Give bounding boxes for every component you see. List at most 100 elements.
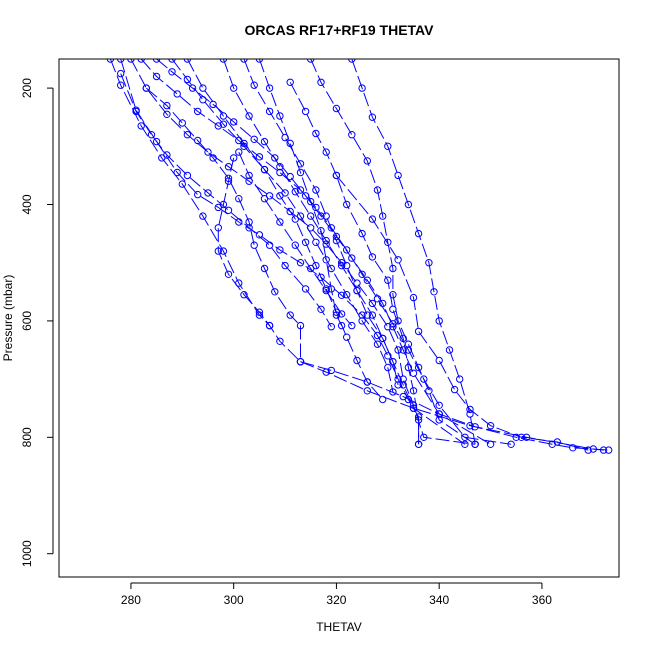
data-point	[296, 168, 305, 177]
data-point	[399, 381, 407, 389]
sounding-line	[310, 59, 476, 445]
data-point	[399, 334, 407, 343]
data-point	[265, 107, 274, 116]
data-point	[194, 190, 202, 199]
data-point	[409, 293, 418, 302]
data-point	[240, 142, 248, 151]
data-point	[183, 75, 192, 84]
data-point	[214, 247, 223, 255]
data-point	[471, 423, 479, 431]
chart-title: ORCAS RF17+RF19 THETAV	[245, 22, 435, 38]
data-point	[322, 286, 330, 295]
x-tick-label: 360	[532, 593, 552, 607]
data-point	[219, 247, 228, 255]
data-point	[466, 410, 474, 418]
sounding-line	[171, 59, 394, 393]
data-point	[260, 165, 269, 174]
data-point	[599, 446, 608, 454]
data-point	[358, 229, 366, 238]
data-point	[168, 59, 176, 63]
data-point	[379, 395, 387, 404]
data-point	[199, 96, 207, 104]
data-point	[337, 321, 346, 330]
data-point	[368, 215, 377, 223]
x-axis: 280 300 320 340 360	[121, 582, 552, 607]
data-point	[224, 177, 233, 185]
data-point	[420, 375, 428, 383]
data-point	[414, 327, 423, 336]
data-point	[276, 337, 284, 345]
data-point	[173, 90, 181, 98]
sounding-line	[336, 175, 589, 451]
data-point	[517, 433, 526, 441]
data-point	[152, 72, 161, 81]
data-point	[209, 154, 217, 162]
data-point	[389, 264, 397, 273]
data-point	[219, 112, 228, 120]
y-tick-label: 400	[20, 194, 34, 214]
data-point	[255, 153, 264, 161]
data-point	[255, 308, 264, 316]
data-point	[291, 241, 299, 249]
data-point	[224, 270, 233, 278]
data-point	[430, 288, 438, 296]
data-point	[307, 59, 315, 63]
data-point	[276, 112, 284, 120]
data-point	[245, 177, 253, 185]
data-point	[230, 118, 238, 126]
data-point	[307, 264, 315, 273]
data-point	[435, 416, 443, 424]
data-point	[384, 352, 392, 360]
sounding-series	[307, 59, 479, 448]
data-point	[394, 381, 402, 389]
data-point	[245, 224, 253, 232]
data-point	[363, 387, 371, 395]
y-tick-label: 200	[20, 78, 34, 98]
data-point	[348, 321, 356, 330]
data-point	[117, 69, 125, 78]
data-point	[265, 84, 274, 92]
data-point	[466, 405, 474, 414]
data-point	[219, 59, 228, 63]
data-point	[363, 157, 371, 165]
data-point	[353, 356, 361, 365]
sounding-series	[348, 59, 479, 448]
sounding-line	[222, 59, 466, 445]
data-point	[214, 224, 223, 232]
data-point	[271, 154, 279, 162]
data-point	[199, 84, 207, 92]
data-point	[255, 59, 264, 63]
data-point	[569, 444, 577, 452]
data-point	[394, 346, 402, 354]
data-point	[394, 256, 402, 264]
data-point	[204, 189, 212, 197]
data-point	[379, 299, 387, 308]
data-point	[219, 200, 228, 209]
data-point	[178, 119, 187, 127]
data-point	[317, 227, 325, 235]
data-point	[379, 212, 387, 220]
data-point	[399, 392, 407, 401]
data-point	[353, 286, 361, 295]
data-point	[584, 446, 592, 454]
data-point	[296, 259, 305, 267]
sounding-line	[186, 59, 384, 400]
data-point	[245, 218, 253, 226]
data-point	[409, 369, 418, 377]
data-point	[260, 137, 269, 146]
data-point	[435, 356, 443, 365]
data-point	[461, 433, 469, 441]
data-point	[230, 154, 238, 162]
data-point	[425, 259, 433, 267]
data-point	[394, 375, 402, 383]
sounding-series	[235, 148, 356, 330]
sounding-line	[109, 59, 270, 326]
data-point	[343, 261, 351, 270]
data-point	[152, 137, 161, 146]
data-point	[337, 261, 346, 270]
data-point	[286, 139, 294, 148]
data-point	[471, 440, 479, 448]
data-point	[379, 334, 387, 343]
data-point	[332, 311, 341, 319]
